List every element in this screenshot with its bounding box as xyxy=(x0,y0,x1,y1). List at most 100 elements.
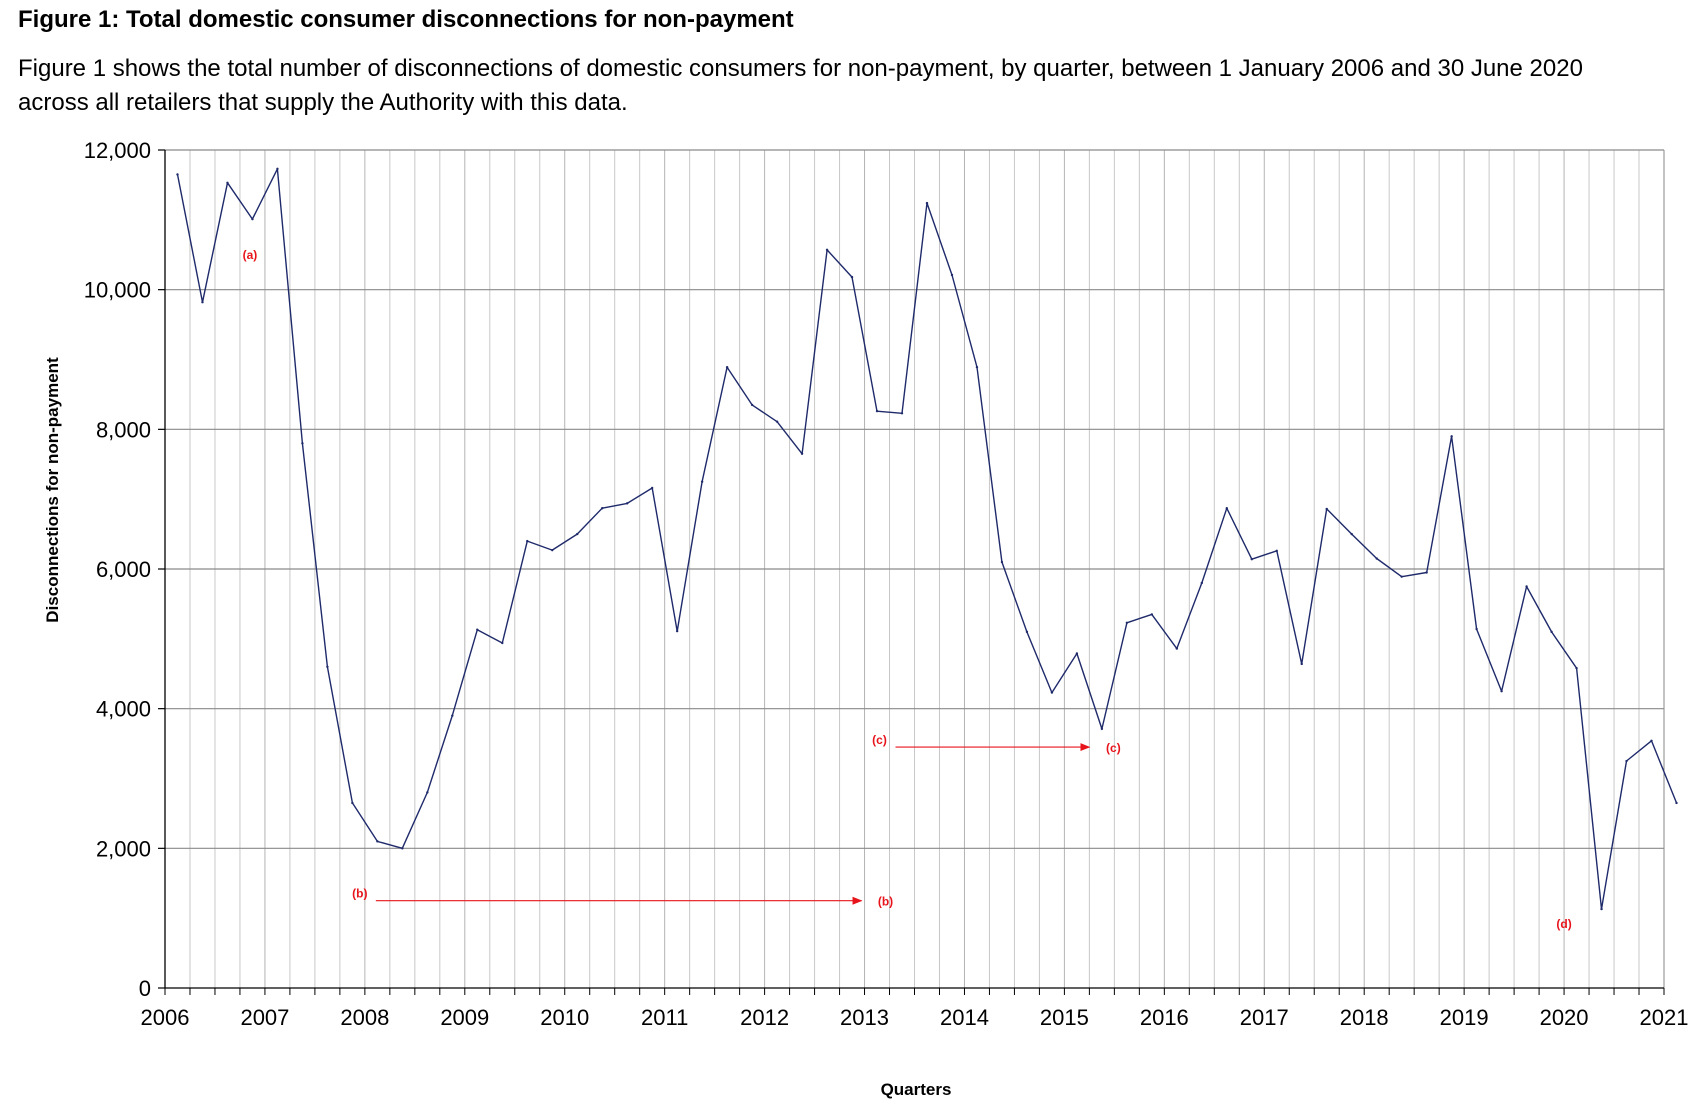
annotation-label: (d) xyxy=(1556,917,1571,931)
y-tick-label: 0 xyxy=(139,976,151,1001)
annotation-label: (a) xyxy=(243,248,258,262)
y-tick-label: 2,000 xyxy=(96,836,151,861)
data-point xyxy=(1600,907,1603,911)
data-point xyxy=(1400,575,1403,578)
y-tick-label: 6,000 xyxy=(96,557,151,582)
x-tick-label: 2014 xyxy=(940,1005,989,1030)
data-point xyxy=(850,275,854,279)
x-tick-label: 2006 xyxy=(141,1005,190,1030)
data-point xyxy=(750,403,754,407)
x-tick-label: 2021 xyxy=(1640,1005,1689,1030)
x-tick-label: 2012 xyxy=(740,1005,789,1030)
data-point xyxy=(1125,621,1129,624)
x-tick-label: 2008 xyxy=(340,1005,389,1030)
data-point xyxy=(476,628,479,631)
series-line xyxy=(176,168,1678,910)
data-point xyxy=(1475,627,1478,631)
data-point xyxy=(1350,532,1353,536)
data-point xyxy=(576,532,579,536)
data-point xyxy=(1325,507,1328,511)
data-point xyxy=(301,442,304,445)
data-point xyxy=(875,409,879,413)
data-point xyxy=(176,173,179,176)
data-point xyxy=(1200,581,1204,585)
data-point xyxy=(650,486,654,490)
data-point xyxy=(1525,585,1528,588)
data-point xyxy=(800,452,804,455)
data-point xyxy=(775,420,779,423)
annotation-label-end: (b) xyxy=(878,895,893,909)
data-point xyxy=(426,791,429,794)
data-point xyxy=(1450,435,1453,438)
data-point xyxy=(1075,652,1079,655)
data-point xyxy=(351,801,354,805)
x-tick-labels: 2006 2007 2008 2009 2010 2011 2012 2013 2014 2015… xyxy=(141,1005,1689,1030)
data-point xyxy=(825,248,829,252)
data-point xyxy=(1250,558,1253,561)
data-point xyxy=(601,507,604,510)
data-point xyxy=(201,301,204,304)
data-point xyxy=(1150,613,1154,616)
x-tick-label: 2009 xyxy=(440,1005,489,1030)
x-tick-label: 2010 xyxy=(540,1005,589,1030)
data-point xyxy=(526,539,529,543)
x-axis-title: Quarters xyxy=(881,1080,952,1099)
data-point xyxy=(501,641,504,645)
data-point xyxy=(1675,801,1678,805)
data-point xyxy=(1100,727,1104,731)
y-tick-label: 4,000 xyxy=(96,697,151,722)
y-axis-title: Disconnections for non-payment xyxy=(43,357,62,623)
annotation-label-start: (c) xyxy=(872,733,887,747)
figure-title: Figure 1: Total domestic consumer discon… xyxy=(18,6,794,33)
data-point xyxy=(551,548,554,552)
annotations: (a) (b) (b) (c) (c) (d) xyxy=(243,248,1572,931)
data-point xyxy=(675,629,679,633)
data-point xyxy=(900,412,904,415)
data-point xyxy=(725,365,729,369)
y-tick-label: 10,000 xyxy=(84,278,151,303)
data-point xyxy=(1025,630,1029,634)
figure-description: Figure 1 shows the total number of disco… xyxy=(18,55,1583,116)
axes xyxy=(158,149,1665,995)
data-point xyxy=(975,365,979,369)
data-point xyxy=(700,480,704,483)
series-layer xyxy=(176,167,1678,911)
annotation-label-end: (c) xyxy=(1106,741,1121,755)
data-point xyxy=(1275,549,1278,553)
data-point xyxy=(1650,739,1653,742)
data-point xyxy=(925,201,929,205)
data-point xyxy=(326,665,329,668)
x-tick-label: 2017 xyxy=(1240,1005,1289,1030)
data-point xyxy=(251,217,254,221)
data-point xyxy=(1050,691,1054,694)
data-point xyxy=(1500,690,1503,693)
data-point xyxy=(451,714,454,717)
y-tick-label: 8,000 xyxy=(96,417,151,442)
x-tick-label: 2018 xyxy=(1340,1005,1389,1030)
data-point xyxy=(1375,557,1378,560)
x-tick-label: 2011 xyxy=(641,1005,688,1030)
data-point xyxy=(1625,759,1628,763)
data-point xyxy=(401,847,404,850)
data-point xyxy=(376,840,379,843)
x-tick-label: 2007 xyxy=(240,1005,289,1030)
data-point xyxy=(1575,666,1578,670)
x-tick-label: 2016 xyxy=(1140,1005,1189,1030)
data-point xyxy=(1000,560,1004,564)
data-point xyxy=(1175,647,1179,650)
data-point xyxy=(226,181,229,185)
x-tick-label: 2019 xyxy=(1440,1005,1489,1030)
major-gridlines xyxy=(165,149,1665,988)
data-point xyxy=(1550,630,1553,634)
data-point xyxy=(950,273,954,277)
data-point xyxy=(1425,571,1428,574)
data-point xyxy=(1225,507,1228,510)
annotation-label-start: (b) xyxy=(352,887,367,901)
x-tick-label: 2020 xyxy=(1540,1005,1589,1030)
y-tick-label: 12,000 xyxy=(84,138,151,163)
data-point xyxy=(1300,662,1303,666)
x-tick-label: 2013 xyxy=(840,1005,889,1030)
x-tick-label: 2015 xyxy=(1040,1005,1089,1030)
y-tick-labels: 0 2,000 4,000 6,000 8,000 10,000 12,000 xyxy=(84,138,151,1001)
